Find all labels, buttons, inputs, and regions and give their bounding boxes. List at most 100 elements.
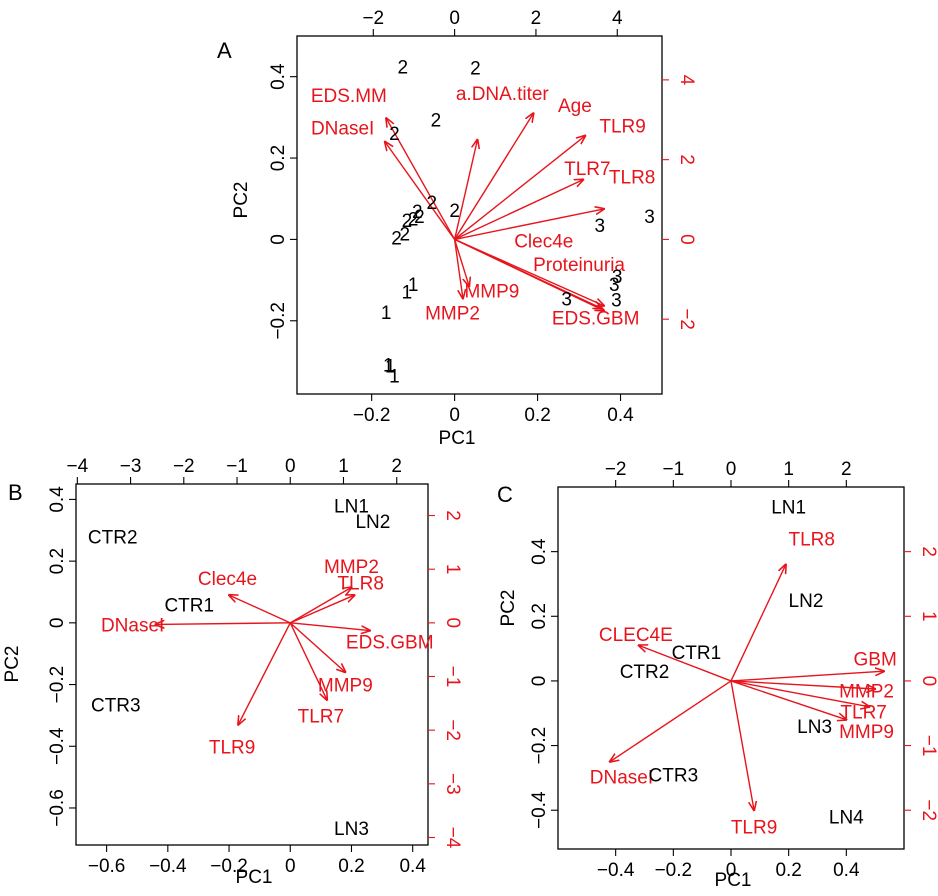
loading-arrow [385,142,456,240]
observation-label: LN4 [829,808,864,829]
observation-label: 3 [644,207,655,228]
variable-label: TLR7 [298,706,344,727]
observation-label: 2 [427,193,438,214]
observation-label: 3 [612,267,623,288]
loading-arrow [454,113,534,240]
loading-arrow [289,587,351,624]
loading-arrow [453,140,478,240]
right-tick-label: 4 [676,75,697,86]
top-tick-label: −3 [120,456,142,477]
top-tick-label: 2 [391,456,402,477]
observation-label: 2 [414,207,425,228]
variable-label: DNaseI [101,615,164,636]
variable-label: Proteinuria [533,255,625,276]
loading-arrow [730,565,786,682]
observation-label: CTR2 [620,662,670,683]
variable-label: TLR7 [840,703,886,724]
right-tick-label: −2 [442,719,463,741]
loading-arrow [730,680,754,810]
x-tick-label: 0.4 [607,405,634,426]
variable-label: EDS.GBM [346,632,434,653]
x-tick-label: 0 [449,405,460,426]
right-tick-label: 1 [442,564,463,575]
variable-label: MMP9 [839,722,894,743]
observation-label: LN3 [334,819,369,840]
loading-arrow [730,671,884,682]
observation-label: 1 [389,367,400,388]
right-tick-label: −4 [442,827,463,849]
y-tick-label: −0.6 [47,789,68,827]
y-axis-title: PC2 [2,646,23,683]
x-tick-label: 0.2 [775,860,801,881]
y-tick-label: 0.2 [529,603,550,629]
top-tick-label: −2 [605,459,627,480]
top-tick-label: −2 [362,8,384,29]
top-tick-label: −1 [226,456,248,477]
variable-label: TLR9 [209,737,255,758]
observation-label: CTR1 [164,595,214,616]
top-tick-label: 1 [783,459,794,480]
loading-arrow [454,238,604,305]
panel-label: C [497,482,513,507]
top-tick-label: 2 [841,459,852,480]
y-tick-label: 0.2 [47,548,68,574]
observation-label: 2 [408,209,419,230]
variable-label: Age [558,96,592,117]
observation-label: LN1 [771,497,806,518]
right-tick-label: −2 [676,308,697,330]
top-tick-label: −1 [662,459,684,480]
variable-label: TLR8 [788,530,834,551]
y-axis-title: PC2 [498,590,519,627]
observation-label: CTR3 [649,766,699,787]
loading-arrow [454,238,604,310]
variable-label: a.DNA.titer [456,84,550,105]
variable-label: Clec4e [514,232,573,253]
loading-arrow [454,136,586,240]
right-tick-label: −1 [442,666,463,688]
observation-label: 3 [609,275,620,296]
right-tick-label: −1 [918,735,938,757]
loading-arrow [238,622,291,725]
y-axis-title: PC2 [231,182,252,219]
loading-arrow [386,118,456,240]
x-tick-label: 0.4 [833,860,860,881]
right-tick-label: 0 [442,618,463,629]
loading-arrow [289,622,345,672]
variable-label: TLR8 [337,574,383,595]
y-tick-label: 0 [47,618,68,629]
x-axis-title: PC1 [715,870,752,891]
top-tick-label: −4 [66,456,88,477]
loading-arrow [610,680,732,762]
x-tick-label: −0.2 [210,856,248,877]
y-tick-label: −0.2 [529,727,550,765]
observation-label: CTR1 [672,643,722,664]
y-tick-label: −0.4 [47,727,68,765]
x-axis-title: PC1 [236,867,273,888]
panel-a: A −0.2 0 0.2 0.4 PC1 −0.2 0 0.2 0.4 PC2 −2 0 2 4 −2 0 2 4 E… [217,8,697,449]
x-tick-label: 0.4 [399,856,426,877]
variable-label: MMP2 [425,304,480,325]
observation-label: CTR3 [91,696,141,717]
variable-label: TLR9 [599,117,645,138]
variable-label: MMP9 [318,676,373,697]
panel-c: C −0.4 −0.2 0 0.2 0.4 PC1 −0.4 −0.2 0 0.2 0.4 PC2 −2 −… [497,459,938,891]
loading-arrow [453,239,470,286]
plot-frame [296,35,663,395]
variable-label: TLR9 [731,817,777,838]
loading-arrow [229,595,291,624]
observation-label: 3 [561,289,572,310]
loading-arrow [454,180,584,241]
x-tick-label: −0.4 [149,856,187,877]
right-tick-label: 1 [918,611,938,622]
observation-label: 3 [594,216,605,237]
top-tick-label: 4 [612,8,623,29]
right-tick-label: −2 [918,799,938,821]
observation-label: 1 [402,282,413,303]
right-tick-label: 2 [918,546,938,557]
loading-arrow [289,595,354,624]
observation-label: 2 [389,124,400,145]
observation-label: CTR2 [88,527,138,548]
loading-arrow [290,622,370,631]
right-tick-label: 0 [676,234,697,245]
